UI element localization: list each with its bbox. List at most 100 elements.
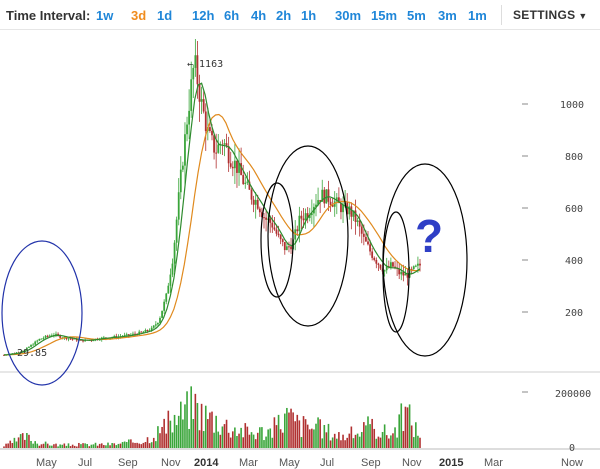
candle-body — [34, 341, 37, 345]
high-price-label: ← 1163 — [187, 59, 223, 70]
volume-bar — [34, 441, 36, 448]
candle-body — [317, 200, 319, 205]
candle-body — [36, 340, 39, 342]
volume-bar — [273, 417, 276, 448]
candle-body — [337, 197, 340, 204]
question-mark-annotation: ? — [415, 210, 443, 262]
volume-bar — [123, 441, 126, 448]
volume-bar — [306, 424, 309, 448]
candle-body — [223, 143, 226, 145]
candle-body — [55, 333, 57, 335]
volume-bar — [182, 419, 184, 448]
interval-1w[interactable]: 1w — [96, 8, 114, 23]
candle-body — [325, 189, 328, 204]
volume-bar — [148, 443, 151, 448]
volume-bar — [342, 434, 344, 448]
price-tick-400: 400 — [565, 256, 583, 267]
volume-bar — [417, 435, 419, 448]
volume-bar — [311, 428, 313, 448]
volume-tick-200000: 200000 — [555, 389, 591, 400]
candle-body — [358, 220, 361, 227]
volume-bar — [188, 428, 190, 448]
interval-30m[interactable]: 30m — [335, 8, 362, 23]
candle-body — [273, 227, 276, 230]
interval-1d[interactable]: 1d — [157, 8, 173, 23]
volume-bar — [155, 441, 157, 448]
candle-body — [269, 218, 272, 223]
volume-bar — [204, 405, 207, 448]
volume-bar — [358, 436, 361, 448]
volume-bar — [385, 435, 388, 448]
candle-body — [277, 233, 280, 236]
volume-bar — [111, 443, 113, 448]
x-tick-mar: Mar — [239, 457, 258, 469]
volume-bar — [186, 391, 188, 448]
volume-bar — [263, 440, 265, 448]
volume-bar — [419, 437, 421, 448]
volume-bar — [194, 393, 197, 448]
candle-body — [59, 335, 62, 338]
candle-body — [181, 165, 184, 170]
candle-body — [375, 259, 378, 264]
volume-bar — [198, 430, 201, 448]
volume-bar — [259, 427, 261, 448]
volume-bar — [304, 419, 307, 448]
volume-bar — [84, 443, 86, 448]
candle-body — [417, 263, 419, 266]
interval-5m[interactable]: 5m — [407, 8, 426, 23]
volume-bar — [21, 433, 24, 448]
x-tick-mar-2: Mar — [484, 457, 503, 469]
candle-body — [179, 169, 182, 193]
volume-bar — [13, 437, 16, 448]
interval-6h[interactable]: 6h — [224, 8, 240, 23]
interval-3d[interactable]: 3d — [131, 8, 147, 23]
candle-body — [225, 143, 228, 147]
volume-bar — [161, 426, 163, 448]
volume-bar — [400, 403, 403, 448]
interval-3m[interactable]: 3m — [438, 8, 457, 23]
interval-4h[interactable]: 4h — [251, 8, 267, 23]
x-tick-now: Now — [561, 457, 583, 469]
candle-body — [67, 338, 70, 340]
volume-bar — [373, 428, 376, 448]
candle-body — [229, 163, 232, 167]
candle-body — [125, 334, 128, 336]
volume-bar — [290, 408, 292, 448]
volume-bar — [256, 432, 259, 448]
volume-bar — [48, 445, 51, 448]
candle-body — [173, 242, 176, 264]
candle-body — [296, 229, 299, 232]
candle-body — [242, 175, 245, 184]
candle-body — [204, 111, 207, 131]
candle-body — [348, 206, 351, 215]
candle-body — [82, 339, 84, 342]
candle-body — [306, 213, 309, 219]
candle-body — [302, 218, 305, 221]
interval-15m[interactable]: 15m — [371, 8, 398, 23]
candle-body — [132, 333, 134, 335]
settings-dropdown[interactable]: SETTINGS ▼ — [513, 8, 588, 22]
volume-bar — [96, 445, 99, 448]
volume-bar — [76, 446, 78, 448]
candle-body — [335, 197, 338, 202]
interval-2h[interactable]: 2h — [276, 8, 292, 23]
candle-body — [321, 189, 324, 202]
volume-bar — [130, 439, 132, 448]
volume-bar — [225, 419, 228, 448]
interval-1h[interactable]: 1h — [301, 8, 317, 23]
candle-body — [367, 241, 369, 245]
candle-body — [184, 134, 186, 166]
x-tick-sep-2: Sep — [361, 457, 381, 469]
volume-bar — [180, 401, 182, 448]
interval-1m[interactable]: 1m — [468, 8, 487, 23]
candle-body — [138, 331, 141, 335]
interval-12h[interactable]: 12h — [192, 8, 215, 23]
volume-bar — [63, 443, 66, 448]
candle-body — [290, 246, 292, 250]
candle-body — [281, 239, 284, 242]
volume-bar — [17, 437, 20, 448]
volume-bar — [248, 434, 251, 448]
candle-body — [30, 344, 32, 347]
volume-bar — [315, 423, 317, 448]
